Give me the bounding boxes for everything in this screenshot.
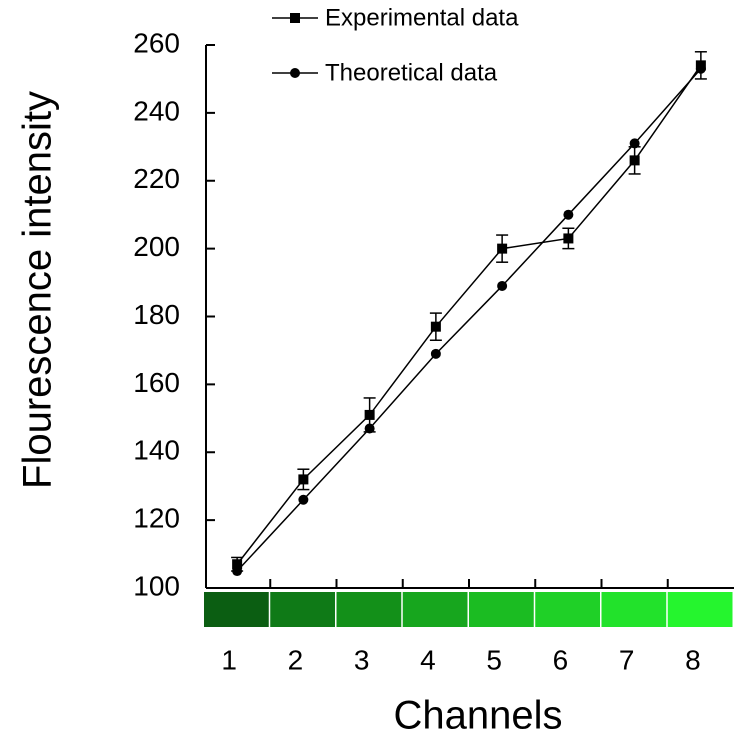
legend-label: Experimental data [325,4,519,31]
marker [630,155,640,165]
y-tick-label: 180 [133,299,180,330]
y-tick-label: 200 [133,231,180,262]
y-tick-label: 100 [133,570,180,601]
y-tick-label: 260 [133,27,180,58]
x-tick-label: 4 [420,644,436,675]
x-tick-label: 7 [619,644,635,675]
y-axis-label: Flourescence intensity [16,91,60,489]
color-strip [337,592,402,627]
x-tick-label: 5 [486,644,502,675]
marker [365,423,375,433]
marker [497,244,507,254]
y-tick-label: 160 [133,367,180,398]
x-tick-label: 3 [354,644,370,675]
chart: Flourescence intensity Channels 10012014… [0,0,734,740]
marker [365,410,375,420]
marker [431,322,441,332]
marker [563,233,573,243]
x-tick-label: 2 [288,644,304,675]
marker [298,474,308,484]
page: {"chart_data": {"type": "line", "x_label… [0,0,734,740]
marker [431,349,441,359]
y-tick-label: 140 [133,435,180,466]
x-tick-label: 1 [221,644,237,675]
marker [630,138,640,148]
x-tick-label: 8 [685,644,701,675]
color-strip [469,592,534,627]
color-strip [535,592,600,627]
color-strip [270,592,335,627]
marker [298,495,308,505]
marker [290,13,300,23]
color-strip [602,592,667,627]
x-axis-label: Channels [393,694,562,738]
color-strip [204,592,269,627]
marker [497,281,507,291]
y-tick-label: 240 [133,95,180,126]
y-tick-label: 120 [133,503,180,534]
marker [290,68,300,78]
marker [563,210,573,220]
y-tick-label: 220 [133,163,180,194]
marker [232,566,242,576]
marker [696,64,706,74]
x-tick-label: 6 [553,644,569,675]
color-strip [668,592,733,627]
color-strip [403,592,468,627]
legend-label: Theoretical data [325,59,498,86]
